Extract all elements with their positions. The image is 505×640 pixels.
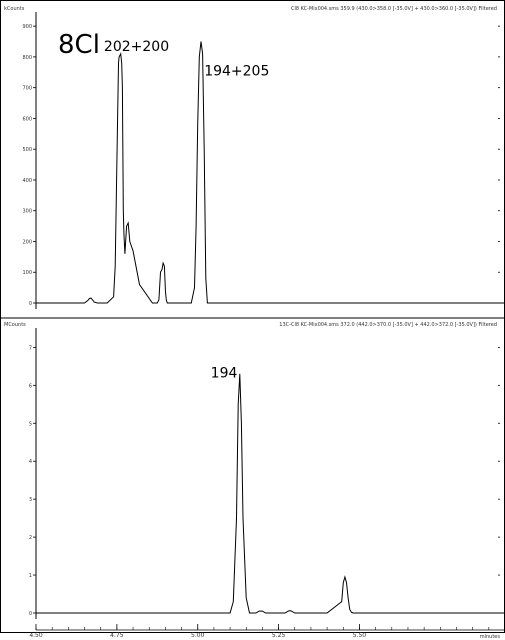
top-y-tick-label: 100 [22,270,32,276]
top-panel-label: 8Cl [58,30,100,60]
top-panel-header: Cl8 KC-Mix004.sms 359.9 (430.0>358.0 [-3… [291,6,497,12]
bottom-y-tick-label: 6 [29,383,32,389]
x-tick-label: 4.50 [29,632,43,639]
bottom-panel-header: 13C-Cl8 KC-Mix004.sms 372.0 (442.0>370.0… [279,322,497,328]
x-tick-label: 5.00 [191,632,205,639]
top-chromatogram-panel: kCounts Cl8 KC-Mix004.sms 359.9 (430.0>3… [4,6,505,309]
x-tick-label: 4.75 [110,632,124,639]
bottom-axes: 0 1 2 3 4 5 6 7 [29,328,505,619]
top-y-unit-label: kCounts [4,6,25,12]
bottom-trace-line [36,373,505,614]
x-unit-label: minutes [480,634,501,640]
top-y-tick-label: 500 [22,147,32,153]
x-axis: 4.50 4.75 5.00 5.25 5.50 [29,624,505,639]
bottom-y-tick-label: 7 [29,345,32,351]
top-y-tick-label: 700 [22,86,32,92]
bottom-y-tick-label: 5 [29,421,32,427]
top-trace-line [36,41,505,304]
top-y-tick-label: 300 [22,209,32,215]
x-tick-label: 5.25 [272,632,286,639]
top-y-tick-label: 900 [22,24,32,30]
bottom-peak-annotation: 194 [211,366,238,382]
bottom-chromatogram-panel: MCounts 13C-Cl8 KC-Mix004.sms 372.0 (442… [4,322,505,640]
bottom-y-tick-label: 1 [29,573,32,579]
bottom-y-tick-label: 3 [29,497,32,503]
bottom-y-tick-label: 2 [29,535,32,541]
bottom-y-tick-label: 4 [29,459,32,465]
top-peak-annotation: 202+200 [104,39,169,55]
top-y-tick-label: 400 [22,178,32,184]
bottom-y-unit-label: MCounts [4,322,26,328]
bottom-y-tick-label: 0 [29,611,32,617]
top-y-tick-label: 600 [22,116,32,122]
top-y-tick-label: 200 [22,239,32,245]
top-y-tick-label: 800 [22,55,32,61]
top-axes: 0 100 200 300 400 500 600 700 800 900 [22,12,505,309]
top-annotations: 202+200 194+205 [104,39,269,80]
x-tick-label: 5.50 [353,632,367,639]
bottom-annotations: 194 [211,366,238,382]
top-y-tick-label: 0 [29,301,32,307]
top-peak-annotation: 194+205 [204,63,269,79]
